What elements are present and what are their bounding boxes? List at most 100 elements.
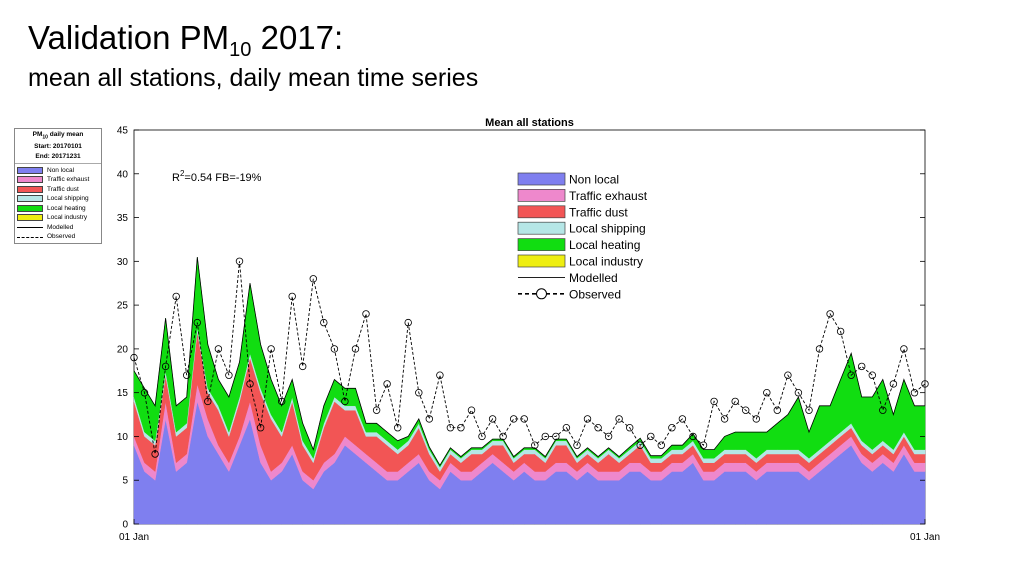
mini-legend-swatch (17, 236, 43, 238)
mini-legend-label: Traffic exhaust (47, 176, 90, 184)
y-tick-label: 25 (117, 301, 129, 312)
observed-point (752, 415, 760, 423)
title-main: Validation PM (28, 19, 230, 56)
y-tick-label: 0 (122, 520, 128, 531)
legend-label-observed: Observed (569, 287, 621, 301)
observed-point (668, 424, 676, 432)
observed-point (531, 441, 539, 449)
mini-legend-row: Non local (15, 165, 101, 175)
legend-marker-observed (536, 288, 547, 300)
observed-point (520, 415, 528, 423)
observed-point (394, 424, 402, 432)
observed-point (193, 318, 201, 327)
mini-legend-row: Traffic dust (15, 184, 101, 194)
y-tick-label: 35 (117, 213, 129, 224)
info-box-end: End: 20171231 (35, 153, 81, 161)
legend-label-traffic-exhaust: Traffic exhaust (569, 189, 648, 203)
observed-point (720, 415, 729, 423)
chart-annotation: R2=0.54 FB=-19% (172, 169, 262, 184)
observed-point (415, 389, 423, 397)
observed-point (204, 397, 212, 406)
observed-point (678, 415, 687, 423)
legend-label-non-local: Non local (569, 173, 619, 187)
observed-point (910, 389, 919, 397)
observed-point (868, 371, 876, 379)
observed-point (320, 318, 328, 327)
observed-point (225, 371, 233, 379)
legend-swatch-non-local (517, 172, 566, 186)
observed-point (657, 441, 665, 449)
observed-point (699, 441, 708, 449)
x-tick-label: 01 Jan (119, 532, 149, 543)
observed-point (847, 371, 855, 379)
observed-point (900, 345, 908, 353)
info-box-start: Start: 20170101 (34, 143, 82, 151)
y-tick-label: 20 (117, 344, 129, 355)
observed-point (784, 371, 792, 379)
observed-point (278, 397, 286, 406)
observed-point (583, 415, 592, 423)
observed-point (172, 292, 180, 301)
observed-point (805, 406, 813, 414)
mini-legend-row: Observed (15, 232, 101, 242)
observed-point (858, 362, 866, 371)
slide-title: Validation PM10 2017: (28, 18, 343, 61)
info-header-sub: 10 (42, 134, 48, 141)
observed-point (742, 406, 750, 414)
mini-legend-label: Modelled (47, 223, 74, 231)
observed-point (552, 432, 560, 441)
observed-point (921, 380, 929, 388)
observed-point (362, 310, 370, 318)
observed-point (615, 415, 623, 423)
y-tick-label: 40 (117, 169, 129, 180)
mini-legend-swatch (17, 214, 43, 222)
observed-point (140, 389, 149, 397)
mini-legend-label: Observed (47, 233, 76, 241)
slide-subtitle: mean all stations, daily mean time serie… (28, 64, 479, 92)
observed-point (689, 432, 697, 441)
mini-legend-row: Modelled (15, 222, 101, 232)
mini-legend-row: Local industry (15, 213, 101, 223)
observed-point (330, 345, 339, 353)
mini-legend-swatch (17, 227, 43, 229)
observed-point (826, 310, 834, 318)
modelled-line (133, 256, 925, 467)
observed-point (161, 362, 170, 371)
y-tick-label: 45 (117, 126, 129, 137)
observed-point (879, 406, 887, 414)
observed-point (299, 362, 307, 371)
observed-point (267, 345, 275, 353)
y-tick-label: 30 (117, 257, 129, 268)
observed-point (488, 415, 497, 423)
observed-point (372, 406, 381, 414)
observed-point (256, 424, 265, 432)
observed-point (341, 397, 349, 406)
observed-point (604, 432, 613, 441)
chart-title: Mean all stations (485, 117, 574, 129)
mini-legend-row: Local shipping (15, 194, 101, 204)
observed-point (815, 345, 824, 353)
mini-legend-swatch (17, 185, 43, 193)
observed-point (478, 432, 486, 441)
observed-point (731, 397, 739, 406)
mini-legend-label: Local shipping (47, 195, 89, 203)
mini-legend-label: Non local (47, 166, 75, 174)
y-tick-label: 5 (122, 476, 128, 487)
observed-point (710, 397, 718, 406)
mini-legend-swatch (17, 176, 43, 184)
observed-point (182, 371, 191, 379)
legend-swatch-traffic-exhaust (517, 189, 566, 202)
observed-point (383, 380, 391, 388)
legend-label-local-industry: Local industry (569, 255, 643, 269)
observed-point (425, 415, 433, 423)
observed-line (133, 261, 926, 455)
observed-point (636, 441, 644, 449)
mini-legend-label: Traffic dust (47, 185, 79, 193)
mini-legend-swatch (17, 204, 43, 212)
observed-point (836, 327, 845, 336)
title-subscript: 10 (229, 39, 252, 61)
observed-point (562, 424, 571, 432)
observed-point (288, 292, 296, 301)
observed-point (647, 432, 655, 441)
